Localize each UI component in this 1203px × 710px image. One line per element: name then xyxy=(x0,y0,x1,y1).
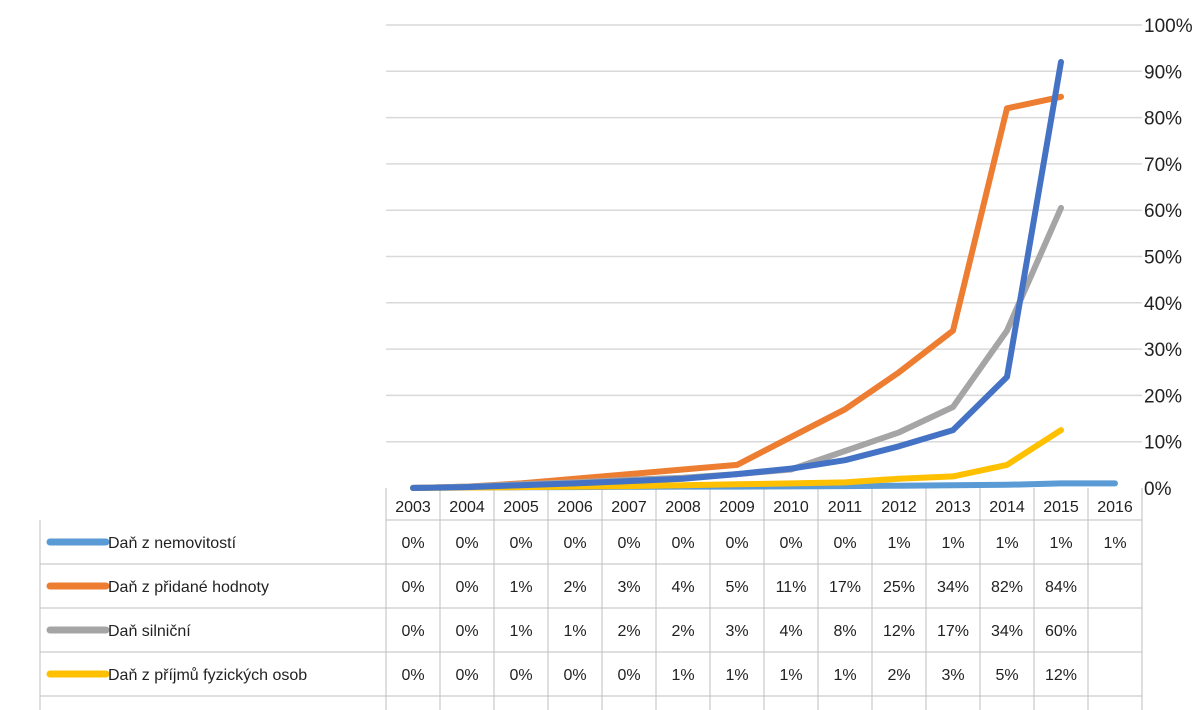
x-tick-label: 2014 xyxy=(989,499,1025,516)
data-label: 34% xyxy=(991,623,1023,640)
data-table: 2003 2004 2005 2006 2007 2008 2009 2010 2011 2012… xyxy=(39,488,1143,710)
y-tick-label: 60% xyxy=(1144,201,1182,222)
x-tick-label: 2007 xyxy=(611,499,647,516)
data-label: 1% xyxy=(995,535,1018,552)
data-label: 0% xyxy=(401,579,424,596)
y-tick-label: 50% xyxy=(1144,248,1182,269)
gridlines xyxy=(386,24,1142,443)
data-label: 25% xyxy=(883,579,915,596)
data-label: 0% xyxy=(563,667,586,684)
data-label: 2% xyxy=(671,623,694,640)
y-axis-ticks: 0% 10% 20% 30% 40% 50% 60% 70% 80% 90% 100% xyxy=(1144,16,1193,500)
data-label: 11% xyxy=(776,579,807,596)
data-label: 3% xyxy=(941,667,964,684)
x-tick-label: 2010 xyxy=(773,499,809,516)
data-label: 34% xyxy=(937,579,969,596)
data-label: 3% xyxy=(725,623,748,640)
data-label: 0% xyxy=(833,535,856,552)
y-tick-label: 0% xyxy=(1144,479,1172,500)
data-label: 0% xyxy=(401,667,424,684)
y-tick-label: 80% xyxy=(1144,109,1182,130)
data-label: 0% xyxy=(725,535,748,552)
data-label: 1% xyxy=(1103,535,1126,552)
series-name: Daň silniční xyxy=(108,623,191,640)
x-tick-label: 2013 xyxy=(935,499,971,516)
data-label: 5% xyxy=(995,667,1018,684)
data-label: 1% xyxy=(509,623,532,640)
y-tick-label: 10% xyxy=(1144,433,1182,454)
data-label: 0% xyxy=(401,623,424,640)
x-tick-label: 2005 xyxy=(503,499,539,516)
y-tick-label: 100% xyxy=(1144,16,1193,37)
data-label: 0% xyxy=(671,535,694,552)
data-label: 1% xyxy=(509,579,532,596)
data-label: 1% xyxy=(1049,535,1072,552)
x-tick-label: 2008 xyxy=(665,499,701,516)
series-line xyxy=(410,427,1064,491)
data-label: 17% xyxy=(829,579,861,596)
x-tick-label: 2016 xyxy=(1097,499,1133,516)
x-tick-label: 2012 xyxy=(881,499,917,516)
data-label: 1% xyxy=(563,623,586,640)
data-label: 0% xyxy=(617,667,640,684)
data-label: 8% xyxy=(833,623,856,640)
data-label: 1% xyxy=(671,667,694,684)
data-label: 4% xyxy=(779,623,802,640)
y-tick-label: 40% xyxy=(1144,294,1182,315)
series-name: Daň z přidané hodnoty xyxy=(108,579,269,596)
data-label: 3% xyxy=(617,579,640,596)
data-label: 1% xyxy=(887,535,910,552)
data-label: 1% xyxy=(941,535,964,552)
data-label: 12% xyxy=(883,623,915,640)
series-name: Daň z příjmů fyzických osob xyxy=(108,666,307,684)
data-label: 12% xyxy=(1045,667,1077,684)
x-tick-label: 2004 xyxy=(449,499,485,516)
data-label: 1% xyxy=(833,667,856,684)
data-label: 2% xyxy=(617,623,640,640)
y-tick-label: 30% xyxy=(1144,340,1182,361)
data-label: 5% xyxy=(725,579,748,596)
x-tick-label: 2015 xyxy=(1043,499,1079,516)
data-label: 0% xyxy=(509,535,532,552)
x-tick-label: 2006 xyxy=(557,499,593,516)
data-label: 0% xyxy=(455,667,478,684)
data-label: 1% xyxy=(779,667,802,684)
data-label: 0% xyxy=(779,535,802,552)
data-label: 17% xyxy=(937,623,969,640)
y-tick-label: 70% xyxy=(1144,155,1182,176)
data-label: 82% xyxy=(991,579,1023,596)
data-label: 0% xyxy=(509,667,532,684)
data-label: 60% xyxy=(1045,623,1077,640)
x-tick-label: 2003 xyxy=(395,499,431,516)
series-line xyxy=(410,204,1064,491)
data-label: 1% xyxy=(725,667,748,684)
series-line xyxy=(410,59,1064,491)
y-tick-label: 20% xyxy=(1144,386,1182,407)
data-label: 2% xyxy=(887,667,910,684)
data-label: 84% xyxy=(1045,579,1077,596)
data-label: 0% xyxy=(401,535,424,552)
data-label: 0% xyxy=(455,579,478,596)
data-label: 0% xyxy=(455,623,478,640)
data-label: 0% xyxy=(455,535,478,552)
data-label: 4% xyxy=(671,579,694,596)
y-tick-label: 90% xyxy=(1144,62,1182,83)
series-name: Daň z nemovitostí xyxy=(108,535,237,552)
x-tick-label: 2011 xyxy=(828,499,863,516)
data-label: 0% xyxy=(617,535,640,552)
data-label: 2% xyxy=(563,579,586,596)
x-tick-label: 2009 xyxy=(719,499,755,516)
series-lines xyxy=(410,59,1118,491)
series-line xyxy=(410,93,1064,491)
data-label: 0% xyxy=(563,535,586,552)
